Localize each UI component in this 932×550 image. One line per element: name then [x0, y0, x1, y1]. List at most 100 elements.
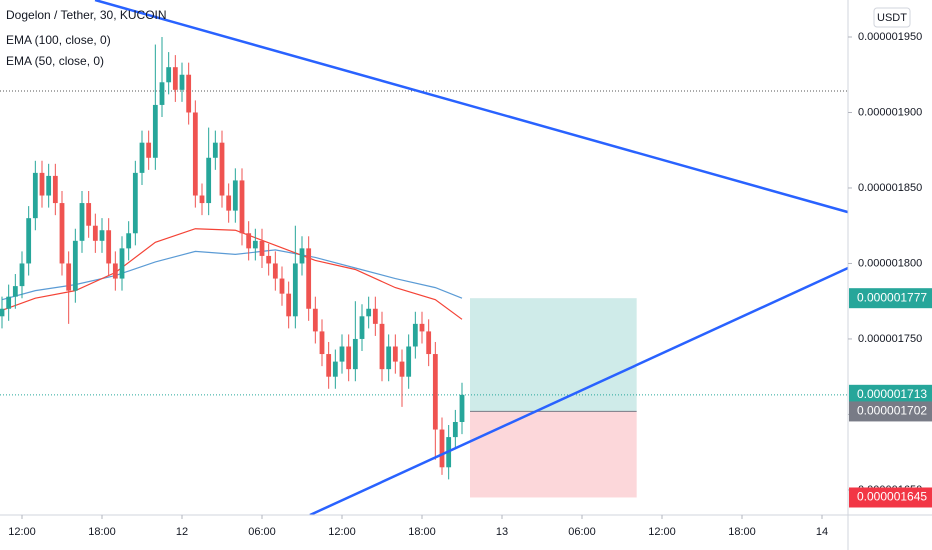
candle-body	[339, 346, 345, 362]
candle-body	[152, 104, 158, 158]
candle-body	[106, 230, 112, 264]
candle-body	[419, 323, 425, 332]
candle-body	[406, 346, 412, 377]
candle-body	[312, 308, 318, 332]
candle-body	[272, 263, 278, 279]
candle-body	[179, 74, 185, 90]
candle-body	[59, 203, 65, 264]
chart-title: Dogelon / Tether, 30, KUCOIN	[6, 8, 167, 22]
y-tick-label: 0.000001750	[858, 333, 922, 345]
x-tick-label: 12	[176, 526, 188, 538]
currency: USDT	[877, 12, 907, 24]
candle-body	[319, 331, 325, 355]
candle-body	[199, 195, 205, 204]
candle-body	[226, 195, 232, 211]
price-label-text: 0.000001702	[857, 404, 927, 418]
y-tick-label: 0.000001950	[858, 31, 922, 43]
x-tick-label: 14	[816, 526, 828, 538]
candle-body	[52, 175, 58, 204]
legend-entry: EMA (100, close, 0)	[6, 33, 111, 47]
candle-body	[66, 263, 72, 291]
candle-body	[386, 346, 392, 370]
candle-body	[239, 180, 245, 234]
x-tick-label: 12:00	[648, 526, 676, 538]
candle-body	[0, 308, 5, 317]
candle-body	[412, 323, 418, 347]
candle-body	[72, 240, 78, 291]
price-label-text: 0.000001713	[857, 387, 927, 401]
price-label	[849, 288, 932, 309]
candle-body	[26, 218, 32, 264]
y-tick-label: 0.000001850	[858, 182, 922, 194]
candle-body	[139, 142, 145, 173]
candle-body	[206, 157, 212, 204]
candle-body	[259, 240, 265, 256]
candle-body	[99, 230, 105, 241]
candle-body	[332, 361, 338, 377]
candle-body	[366, 308, 372, 317]
candle-body	[266, 255, 272, 264]
price-label	[849, 487, 932, 508]
price-label-text: 0.000001777	[857, 290, 927, 304]
trend-line	[309, 266, 849, 517]
candle-body	[299, 248, 305, 264]
candle-body	[279, 278, 285, 294]
trend-line	[94, 0, 849, 214]
candle-body	[172, 67, 178, 90]
legend-entry: EMA (50, close, 0)	[6, 54, 104, 68]
x-tick-label: 12:00	[8, 526, 36, 538]
candle-body	[92, 225, 98, 241]
y-tick-label: 0.000001800	[858, 257, 922, 269]
currency-box[interactable]	[873, 7, 911, 28]
y-tick-label: 0.000001900	[858, 106, 922, 118]
candle-body	[12, 286, 18, 297]
candle-body	[39, 172, 45, 196]
candle-body	[346, 346, 352, 370]
candle-body	[426, 331, 432, 355]
candle-body	[379, 323, 385, 370]
candle-body	[32, 172, 38, 219]
candle-body	[326, 354, 332, 377]
candle-body	[399, 361, 405, 377]
candle-body	[159, 82, 165, 105]
axes: 0.000001950 0.000001900 0.000001850 0.00000…	[8, 31, 932, 538]
candle-body	[352, 338, 358, 370]
candle-body	[432, 354, 438, 430]
position-profit	[470, 298, 637, 412]
candle-body	[292, 263, 298, 317]
candle-body	[219, 142, 225, 196]
x-tick-label: 13	[496, 526, 508, 538]
candle-body	[359, 316, 365, 339]
candle-body	[252, 240, 258, 249]
candle-body	[232, 180, 238, 211]
candle-body	[372, 308, 378, 324]
candle-body	[46, 175, 52, 196]
candle-body	[86, 203, 92, 226]
time-axis	[0, 515, 848, 550]
x-tick-label: 12:00	[328, 526, 356, 538]
position-loss	[470, 411, 637, 498]
candle-body	[132, 172, 138, 234]
x-tick-label: 18:00	[728, 526, 756, 538]
candle-body	[126, 233, 132, 249]
x-tick-label: 06:00	[248, 526, 276, 538]
price-label-text: 0.000001645	[857, 490, 927, 504]
candle-body	[112, 263, 118, 279]
x-tick-label: 06:00	[568, 526, 596, 538]
x-tick-label: 18:00	[408, 526, 436, 538]
price-axis	[848, 0, 932, 550]
candle-body	[212, 142, 218, 158]
candle-body	[79, 203, 85, 241]
candle-body	[146, 142, 152, 158]
candle-body	[452, 421, 458, 438]
x-tick-label: 18:00	[88, 526, 116, 538]
candle-body	[306, 248, 312, 309]
candle-body	[192, 112, 198, 196]
candle-body	[246, 233, 252, 249]
candle-body	[186, 74, 192, 113]
candle-body	[19, 263, 25, 287]
candle-body	[286, 293, 292, 317]
candle-body	[119, 248, 125, 279]
